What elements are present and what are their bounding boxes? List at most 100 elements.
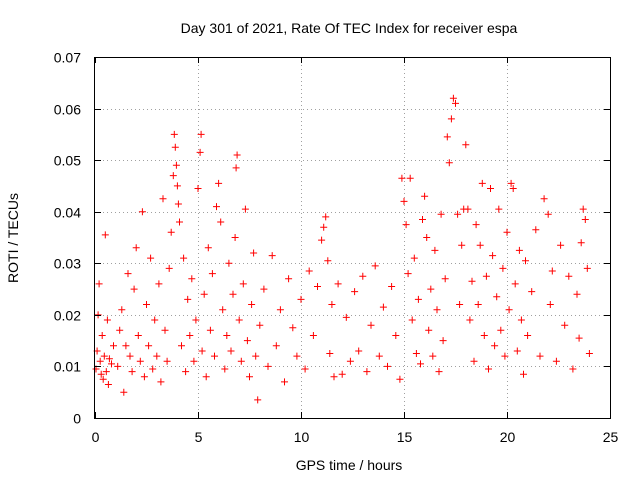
data-point bbox=[346, 357, 354, 365]
data-point bbox=[104, 381, 112, 388]
data-point bbox=[351, 288, 359, 296]
y-tick-label: 0.04 bbox=[54, 205, 81, 221]
data-point bbox=[188, 275, 196, 283]
data-point bbox=[252, 352, 260, 360]
data-point bbox=[511, 280, 519, 288]
data-point bbox=[165, 264, 173, 272]
data-point bbox=[577, 239, 585, 247]
data-point bbox=[408, 316, 416, 324]
data-point bbox=[198, 347, 206, 355]
data-points bbox=[92, 94, 593, 404]
data-point bbox=[171, 143, 179, 151]
data-point bbox=[528, 288, 536, 296]
data-point bbox=[439, 337, 447, 345]
x-tick-label: 0 bbox=[92, 429, 100, 445]
data-point bbox=[122, 342, 130, 350]
data-point bbox=[552, 357, 560, 365]
data-point bbox=[268, 252, 276, 260]
data-point bbox=[260, 285, 268, 293]
data-point bbox=[583, 264, 591, 272]
data-point bbox=[491, 342, 499, 350]
data-point bbox=[213, 203, 220, 211]
data-point bbox=[320, 223, 328, 231]
axis-ticks bbox=[95, 57, 611, 419]
data-point bbox=[167, 228, 175, 236]
data-point bbox=[435, 368, 443, 376]
data-point bbox=[425, 326, 433, 334]
data-point bbox=[379, 303, 387, 311]
data-point bbox=[427, 285, 435, 293]
data-point bbox=[225, 259, 233, 267]
data-point bbox=[375, 352, 383, 360]
data-point bbox=[470, 357, 478, 365]
data-point bbox=[497, 326, 505, 334]
data-point bbox=[118, 306, 126, 314]
data-point bbox=[114, 362, 122, 370]
data-point bbox=[128, 368, 136, 376]
data-point bbox=[196, 148, 204, 156]
data-point bbox=[359, 272, 367, 280]
data-point bbox=[485, 365, 492, 373]
x-tick-label: 10 bbox=[294, 429, 310, 445]
data-point bbox=[136, 357, 144, 365]
data-point bbox=[367, 321, 375, 329]
data-point bbox=[297, 295, 305, 303]
x-tick-label: 20 bbox=[500, 429, 516, 445]
y-tick-label: 0.02 bbox=[54, 308, 81, 324]
data-point bbox=[388, 283, 396, 290]
data-point bbox=[441, 275, 449, 283]
data-point bbox=[454, 210, 462, 218]
data-point bbox=[447, 115, 455, 123]
data-point bbox=[157, 378, 165, 386]
data-point bbox=[478, 179, 486, 187]
data-point bbox=[241, 205, 249, 213]
data-point bbox=[108, 360, 115, 368]
data-point bbox=[285, 275, 293, 283]
data-point bbox=[406, 174, 414, 182]
data-point bbox=[276, 306, 284, 314]
y-tick-label: 0 bbox=[73, 411, 81, 427]
data-point bbox=[520, 370, 527, 378]
data-point bbox=[400, 197, 408, 205]
data-point bbox=[445, 159, 453, 167]
grid-lines bbox=[95, 57, 610, 418]
data-point bbox=[172, 161, 180, 169]
data-point bbox=[429, 352, 437, 360]
data-point bbox=[443, 133, 451, 141]
data-point bbox=[145, 342, 153, 350]
data-point bbox=[94, 311, 102, 319]
data-point bbox=[180, 254, 188, 262]
data-point bbox=[417, 360, 424, 368]
data-point bbox=[464, 205, 472, 213]
data-point bbox=[318, 236, 326, 244]
data-point bbox=[217, 218, 225, 226]
data-point bbox=[392, 332, 400, 339]
data-point bbox=[330, 373, 338, 381]
data-point bbox=[468, 277, 476, 285]
data-point bbox=[190, 357, 198, 365]
data-point bbox=[328, 301, 336, 308]
data-point bbox=[293, 352, 301, 360]
data-point bbox=[105, 355, 113, 363]
data-point bbox=[202, 373, 210, 381]
data-point bbox=[192, 316, 200, 324]
data-point bbox=[546, 301, 554, 308]
data-point bbox=[232, 164, 240, 172]
data-point bbox=[565, 272, 573, 280]
data-point bbox=[143, 301, 150, 308]
data-point bbox=[169, 172, 177, 180]
data-point bbox=[100, 352, 108, 360]
data-point bbox=[97, 370, 105, 378]
data-point bbox=[254, 396, 262, 404]
data-point bbox=[206, 326, 214, 334]
data-point bbox=[480, 332, 488, 339]
data-point bbox=[215, 179, 223, 187]
data-point bbox=[573, 290, 581, 298]
data-point bbox=[197, 130, 205, 138]
data-point bbox=[309, 332, 317, 339]
data-point bbox=[472, 221, 480, 229]
data-point bbox=[569, 365, 577, 373]
data-point bbox=[138, 208, 146, 216]
data-point bbox=[524, 332, 532, 339]
